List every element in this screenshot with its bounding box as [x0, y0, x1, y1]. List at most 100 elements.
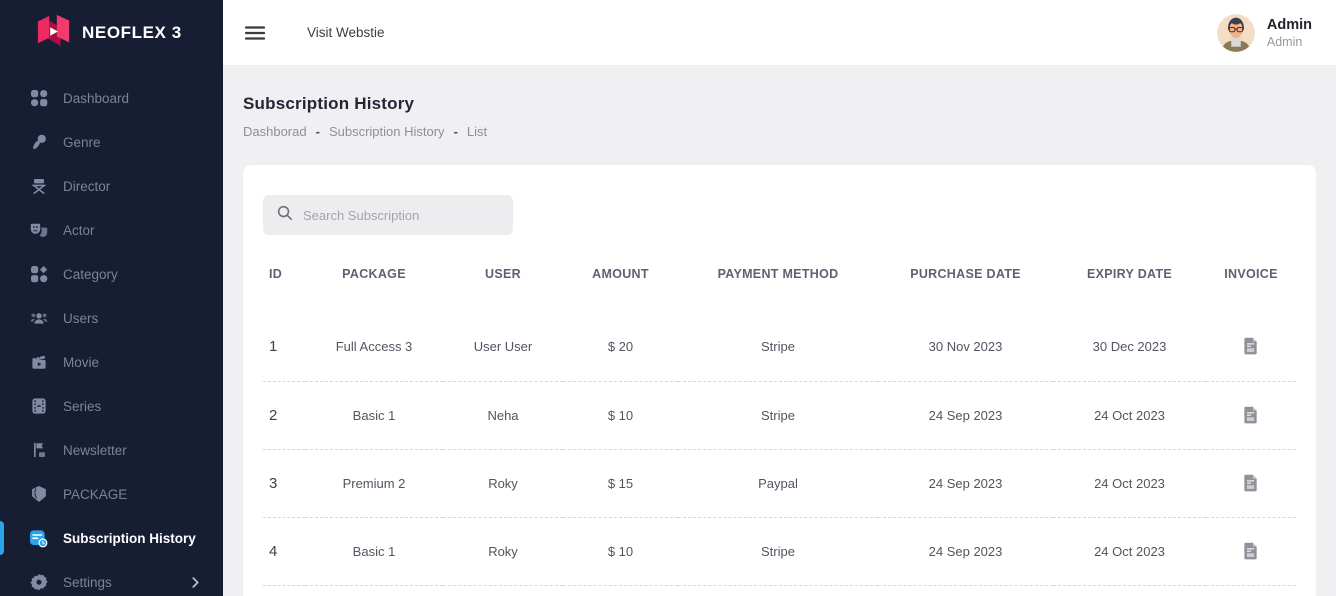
- table-row: 2 Basic 1 Neha $ 10 Stripe 24 Sep 2023 2…: [263, 381, 1296, 450]
- sidebar-item-users[interactable]: Users: [0, 296, 223, 340]
- invoice-button[interactable]: [1242, 472, 1260, 494]
- cell-invoice: [1206, 517, 1296, 586]
- cell-user: [443, 585, 563, 596]
- table-row: 3 Premium 2 Roky $ 15 Paypal 24 Sep 2023…: [263, 449, 1296, 518]
- cell-payment-method: Paypal: [678, 449, 878, 518]
- search-icon: [276, 204, 293, 226]
- sidebar-item-label: PACKAGE: [63, 486, 128, 502]
- subscription-table: ID PACKAGE USER AMOUNT PAYMENT METHOD PURCHAS…: [263, 235, 1296, 596]
- sidebar-item-label: Actor: [63, 222, 95, 238]
- breadcrumb-item-list[interactable]: List: [466, 124, 488, 139]
- file-invoice-icon: [1244, 406, 1258, 427]
- admin-avatar: [1216, 13, 1255, 52]
- sidebar-item-label: Director: [63, 178, 111, 194]
- subscription-table-card: ID PACKAGE USER AMOUNT PAYMENT METHOD PURCHAS…: [243, 165, 1316, 596]
- user-menu[interactable]: Admin Admin: [1216, 13, 1312, 52]
- subscription-history-icon: [29, 529, 48, 548]
- sidebar-item-dashboard[interactable]: Dashboard: [0, 76, 223, 120]
- cell-amount: $ 10: [563, 381, 678, 450]
- users-icon: [29, 309, 48, 328]
- cell-id: 2: [263, 381, 305, 450]
- column-header-amount: AMOUNT: [592, 267, 649, 281]
- clapperboard-icon: [29, 353, 48, 372]
- column-header-payment-method: PAYMENT METHOD: [717, 267, 839, 281]
- table-body: 1 Full Access 3 User User $ 20 Stripe 30…: [263, 313, 1296, 596]
- file-invoice-icon: [1244, 337, 1258, 358]
- director-chair-icon: [29, 177, 48, 196]
- sidebar-item-actor[interactable]: Actor: [0, 208, 223, 252]
- sidebar-item-label: Movie: [63, 354, 100, 370]
- cell-id: 3: [263, 449, 305, 518]
- cell-package: Full Access 3: [305, 313, 443, 382]
- page-title: Subscription History: [243, 94, 415, 113]
- brand-name: NEOFLEX 3: [82, 23, 182, 42]
- breadcrumb-separator: -: [315, 124, 320, 139]
- cell-id: 1: [263, 313, 305, 382]
- sidebar-item-series[interactable]: Series: [0, 384, 223, 428]
- column-header-package: PACKAGE: [342, 267, 406, 281]
- invoice-button[interactable]: [1242, 335, 1260, 357]
- hamburger-icon[interactable]: [243, 22, 267, 44]
- sidebar-item-label: Settings: [63, 574, 112, 590]
- column-header-id: ID: [269, 267, 283, 281]
- table-row: 1 Full Access 3 User User $ 20 Stripe 30…: [263, 313, 1296, 382]
- breadcrumb-item-subscription-history[interactable]: Subscription History: [328, 124, 445, 139]
- file-invoice-icon: [1244, 474, 1258, 495]
- cell-purchase-date: [878, 585, 1053, 596]
- sidebar-item-subscription-history[interactable]: Subscription History: [0, 516, 223, 560]
- cell-invoice: [1206, 585, 1296, 596]
- cell-user: Roky: [443, 449, 563, 518]
- neoflex-play-logo-icon: [36, 12, 72, 55]
- cell-expiry-date: 24 Oct 2023: [1053, 449, 1206, 518]
- column-header-expiry-date: EXPIRY DATE: [1086, 267, 1173, 281]
- drama-masks-icon: [29, 221, 48, 240]
- sidebar-item-label: Subscription History: [63, 530, 196, 546]
- sidebar-item-category[interactable]: Category: [0, 252, 223, 296]
- cell-amount: $ 15: [563, 449, 678, 518]
- sidebar-item-movie[interactable]: Movie: [0, 340, 223, 384]
- topbar: Visit Webstie: [223, 0, 1336, 66]
- cell-user: User User: [443, 313, 563, 382]
- cell-invoice: [1206, 449, 1296, 518]
- cell-payment-method: Stripe: [678, 313, 878, 382]
- table-row: 4 Basic 1 Roky $ 10 Stripe 24 Sep 2023 2…: [263, 517, 1296, 586]
- cell-payment-method: Stripe: [678, 381, 878, 450]
- sidebar-item-newsletter[interactable]: Newsletter: [0, 428, 223, 472]
- cell-amount: $ 10: [563, 517, 678, 586]
- sidebar-menu: Dashboard Genre Director Actor Category …: [0, 66, 223, 596]
- grid-icon: [29, 89, 48, 108]
- sidebar-item-label: Series: [63, 398, 102, 414]
- breadcrumb: Dashborad - Subscription History - List: [243, 124, 1316, 139]
- invoice-button[interactable]: [1242, 404, 1260, 426]
- cell-purchase-date: 24 Sep 2023: [878, 517, 1053, 586]
- table-row: [263, 585, 1296, 596]
- sidebar-item-settings[interactable]: Settings: [0, 560, 223, 596]
- cell-payment-method: [678, 585, 878, 596]
- cell-package: Basic 1: [305, 517, 443, 586]
- search-input[interactable]: [303, 207, 500, 223]
- sidebar-item-package[interactable]: PACKAGE: [0, 472, 223, 516]
- invoice-button[interactable]: [1242, 540, 1260, 562]
- visit-website-link[interactable]: Visit Webstie: [307, 25, 385, 40]
- sidebar-item-label: Users: [63, 310, 99, 326]
- sidebar-item-label: Dashboard: [63, 90, 130, 106]
- cell-expiry-date: 24 Oct 2023: [1053, 517, 1206, 586]
- file-invoice-icon: [1244, 542, 1258, 563]
- cell-purchase-date: 30 Nov 2023: [878, 313, 1053, 382]
- sidebar: NEOFLEX 3 Dashboard Genre Director Actor…: [0, 0, 223, 596]
- cell-invoice: [1206, 313, 1296, 382]
- user-name: Admin: [1266, 16, 1312, 33]
- brand-logo[interactable]: NEOFLEX 3: [0, 0, 223, 66]
- cell-expiry-date: 30 Dec 2023: [1053, 313, 1206, 382]
- cell-amount: [563, 585, 678, 596]
- sidebar-item-label: Newsletter: [63, 442, 127, 458]
- cell-package: Premium 2: [305, 449, 443, 518]
- cell-purchase-date: 24 Sep 2023: [878, 449, 1053, 518]
- sidebar-item-director[interactable]: Director: [0, 164, 223, 208]
- sidebar-item-genre[interactable]: Genre: [0, 120, 223, 164]
- package-icon: [29, 485, 48, 504]
- newsletter-icon: [29, 441, 48, 460]
- cell-package: Basic 1: [305, 381, 443, 450]
- breadcrumb-item-dashboard[interactable]: Dashborad: [243, 124, 307, 139]
